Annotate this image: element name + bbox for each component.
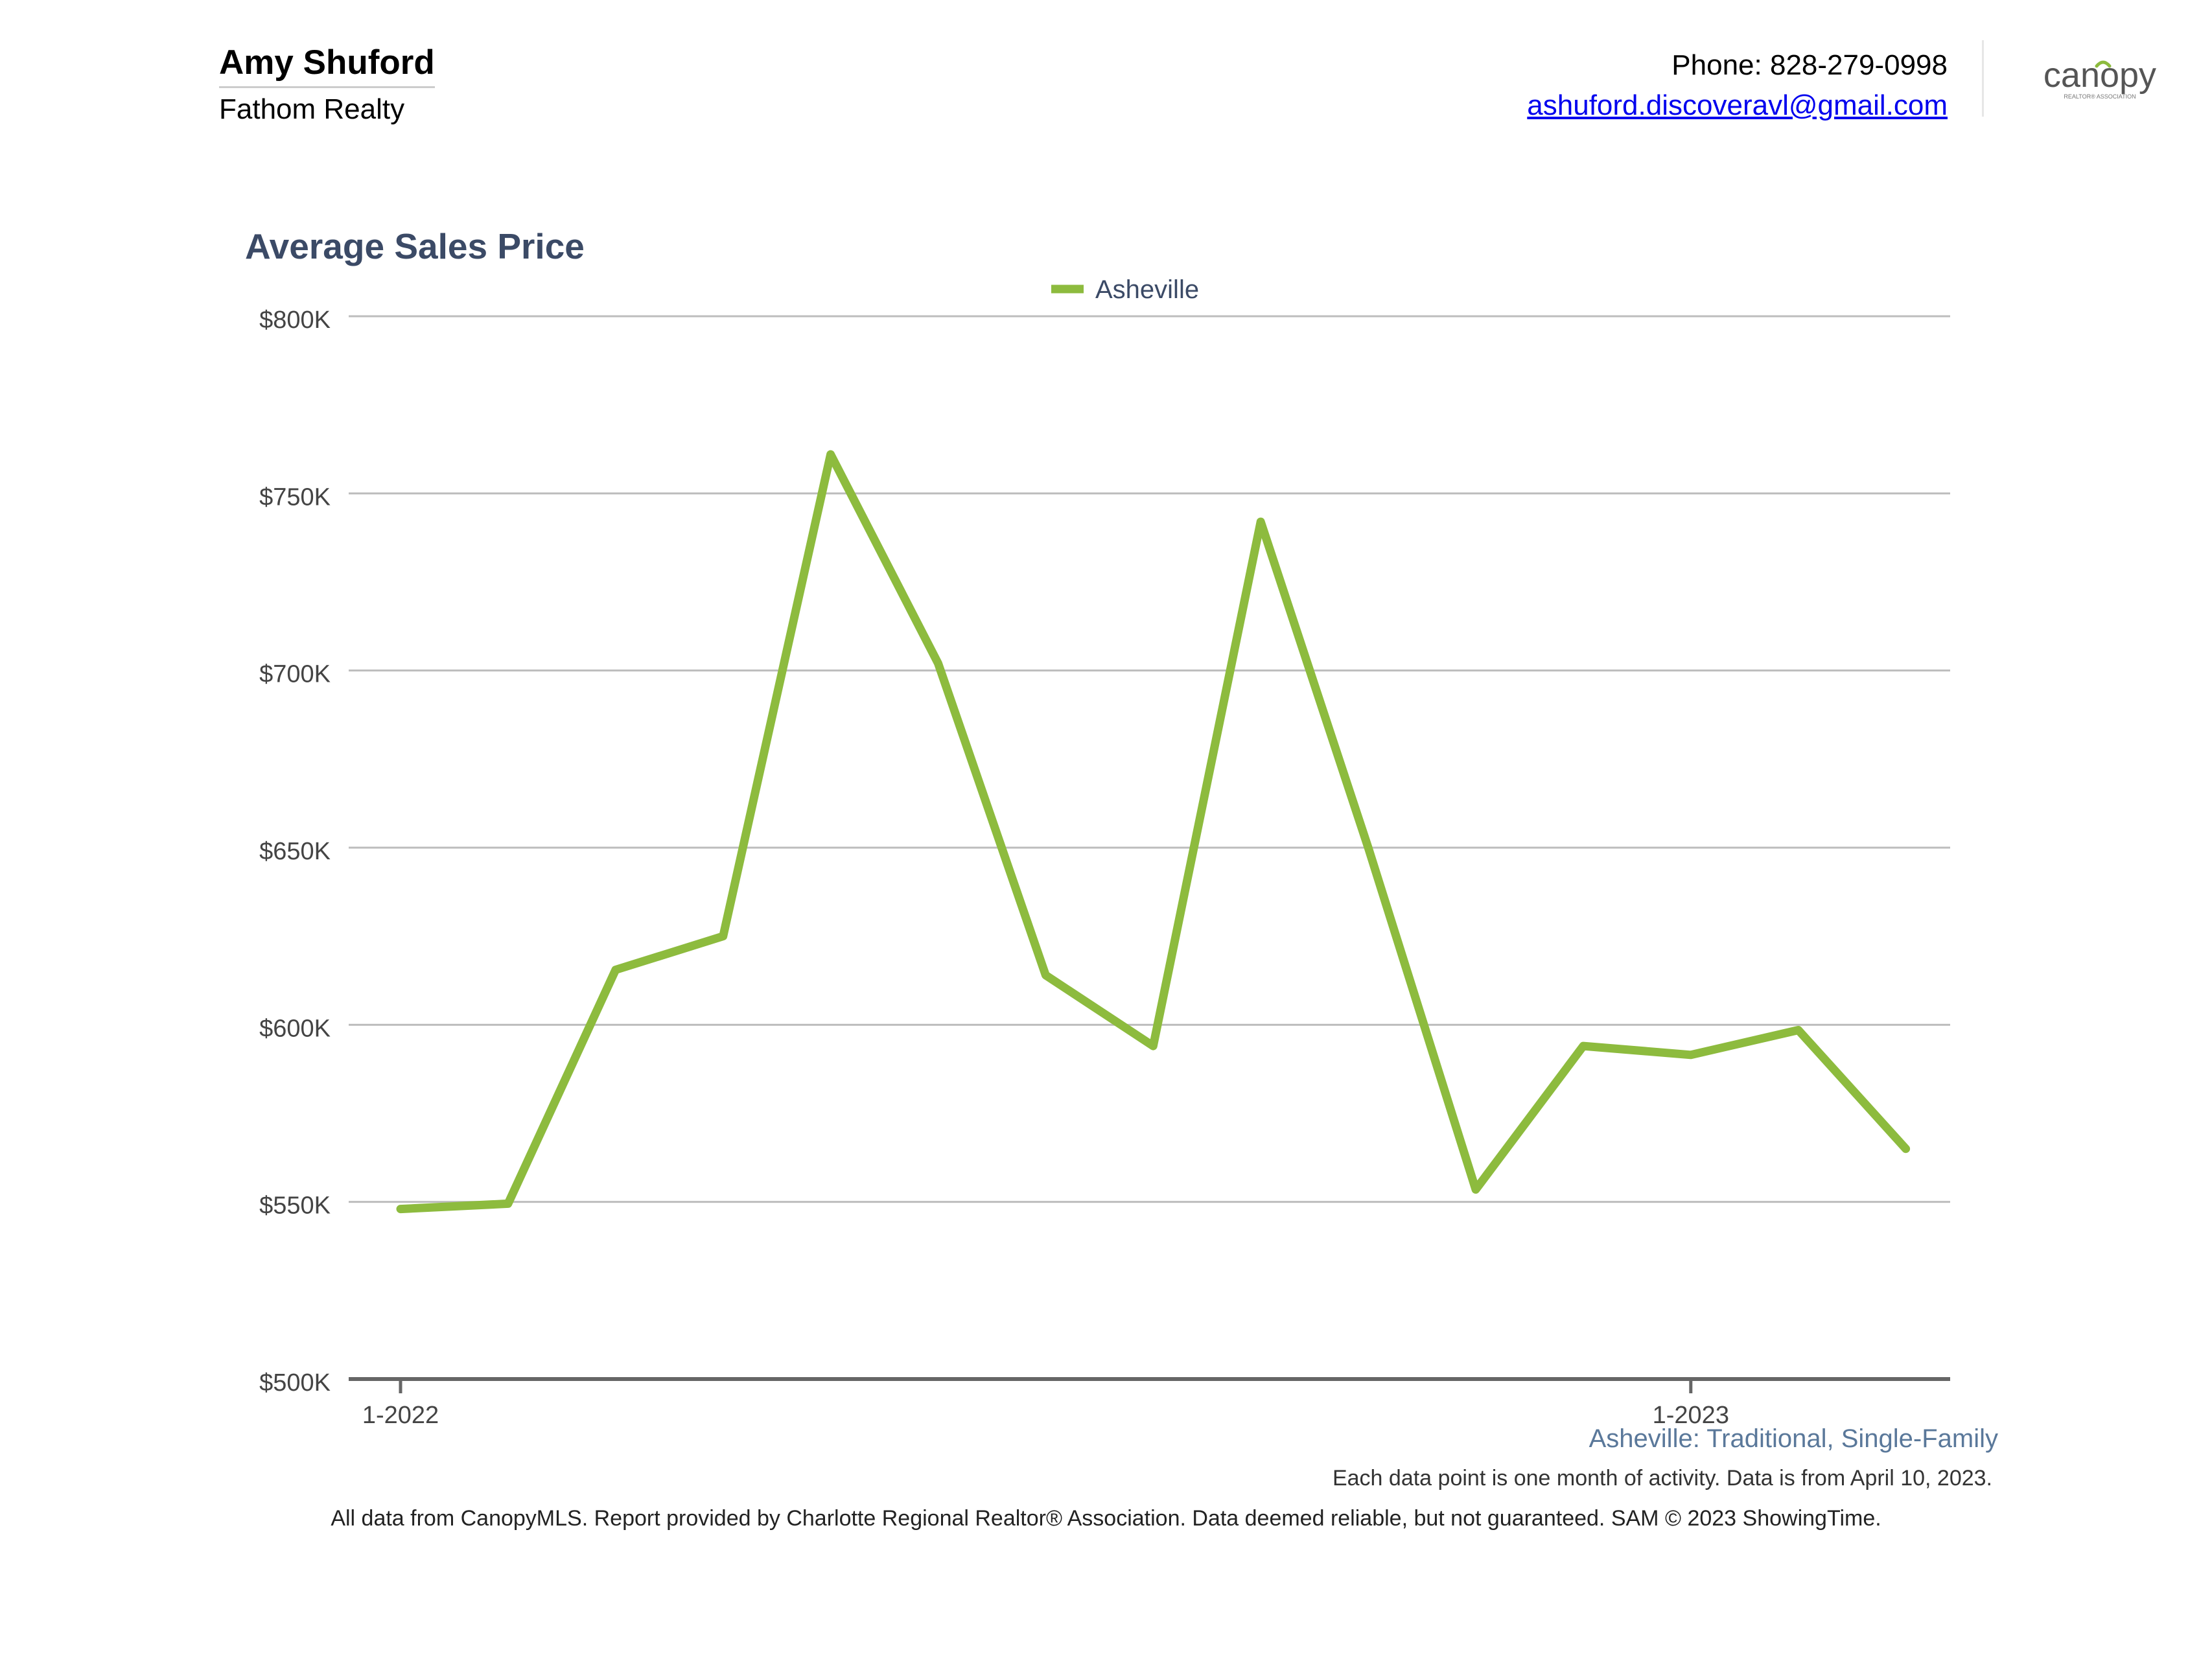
data-point: [506, 1202, 509, 1205]
email-link[interactable]: ashuford.discoveravl@gmail.com: [1527, 89, 1948, 121]
data-point: [1152, 1045, 1155, 1048]
canopy-logo: canopy REALTOR® ASSOCIATION: [2043, 56, 2156, 100]
data-point: [1044, 973, 1047, 977]
data-point: [1474, 1188, 1477, 1191]
x-tick-label: 1-2023: [1653, 1402, 1729, 1429]
data-point: [614, 968, 617, 971]
line-chart: $500K $550K $600K $650K $700K $750K $800K 1-202…: [259, 275, 1950, 1429]
agent-name: Amy Shuford: [219, 43, 435, 88]
data-point: [1904, 1147, 1907, 1150]
y-tick-label: $500K: [259, 1369, 331, 1397]
y-tick-label: $700K: [259, 661, 331, 688]
chart-subtitle: Asheville: Traditional, Single-Family: [1589, 1424, 1998, 1453]
chart-title: Average Sales Price: [245, 226, 585, 266]
legend-label: Asheville: [1095, 275, 1199, 304]
agent-company: Fathom Realty: [219, 93, 405, 125]
data-point: [1797, 1028, 1800, 1032]
y-tick-label: $800K: [259, 307, 331, 334]
phone-number: Phone: 828-279-0998: [1671, 49, 1948, 81]
data-point: [937, 662, 940, 665]
contact-block: Phone: 828-279-0998 ashuford.discoveravl…: [1527, 45, 1948, 126]
logo-subtext: REALTOR® ASSOCIATION: [2064, 93, 2136, 100]
data-point: [829, 453, 832, 456]
x-tick-label: 1-2022: [362, 1402, 439, 1429]
logo-wordmark: canopy: [2043, 56, 2156, 95]
series-line-asheville: [396, 450, 1911, 1214]
y-tick-label: $600K: [259, 1015, 331, 1042]
data-note: Each data point is one month of activity…: [1332, 1466, 1992, 1491]
data-point: [1367, 846, 1370, 849]
data-point: [399, 1207, 402, 1211]
header-divider: [1982, 40, 1984, 117]
y-tick-label: $650K: [259, 838, 331, 865]
y-tick-label: $750K: [259, 483, 331, 511]
data-point: [1689, 1053, 1692, 1056]
data-point: [1581, 1045, 1585, 1048]
data-point: [721, 934, 725, 938]
y-tick-label: $550K: [259, 1192, 331, 1220]
data-point: [1259, 520, 1263, 524]
footer-disclaimer: All data from CanopyMLS. Report provided…: [331, 1506, 1881, 1531]
